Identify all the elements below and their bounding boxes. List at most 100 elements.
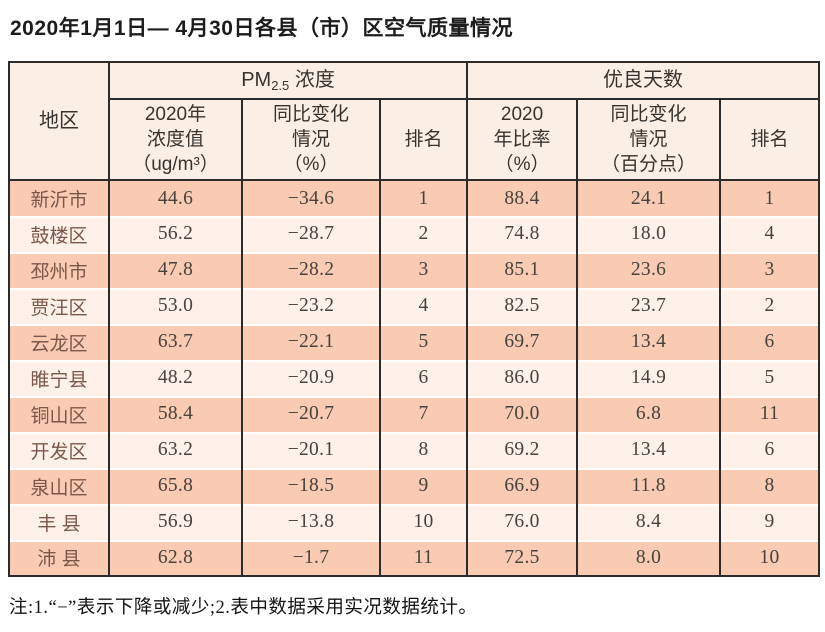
pm25-suffix: 浓度 bbox=[289, 68, 335, 91]
column-header-ratio-change: 同比变化 情况 （百分点） bbox=[576, 99, 722, 181]
region-cell: 铜山区 bbox=[8, 396, 110, 432]
ratio-rank-cell: 3 bbox=[719, 252, 821, 288]
header-sub-row: 2020年 浓度值 （ug/m³） 同比变化 情况 （%） 排名 2020 年比… bbox=[9, 99, 821, 181]
column-header-pm-change: 同比变化 情况 （%） bbox=[241, 99, 381, 181]
column-header-pm-rank: 排名 bbox=[378, 99, 469, 181]
table-footnote: 注:1.“−”表示下降或减少;2.表中数据采用实况数据统计。 bbox=[9, 598, 478, 618]
pm-rank-cell: 11 bbox=[378, 540, 469, 576]
table-row: 开发区 63.2 −20.1 8 69.2 13.4 6 bbox=[8, 432, 821, 468]
ratio-change-cell: 13.4 bbox=[576, 432, 722, 468]
pm-value-cell: 47.8 bbox=[108, 252, 243, 288]
region-cell: 邳州市 bbox=[8, 252, 110, 288]
pm-rank-cell: 2 bbox=[378, 216, 469, 252]
ratio-cell: 86.0 bbox=[466, 360, 579, 396]
ratio-rank-cell: 4 bbox=[719, 216, 821, 252]
region-cell: 开发区 bbox=[8, 432, 110, 468]
pm25-subscript: 2.5 bbox=[271, 77, 290, 93]
ratio-cell: 66.9 bbox=[466, 468, 579, 504]
pm-rank-cell: 8 bbox=[378, 432, 469, 468]
ratio-change-cell: 13.4 bbox=[576, 324, 722, 360]
air-quality-table: 地区 PM2.5 浓度 优良天数 2020年 浓度值 （ug/m³） 同比变化 … bbox=[8, 61, 821, 577]
ratio-cell: 70.0 bbox=[466, 396, 579, 432]
ratio-change-cell: 23.7 bbox=[576, 288, 722, 324]
pm-value-cell: 56.9 bbox=[108, 504, 243, 540]
table-row: 睢宁县 48.2 −20.9 6 86.0 14.9 5 bbox=[8, 360, 821, 396]
column-group-pm25: PM2.5 浓度 bbox=[107, 62, 469, 100]
pm-rank-cell: 1 bbox=[378, 180, 469, 216]
column-header-pm-value: 2020年 浓度值 （ug/m³） bbox=[108, 99, 243, 181]
table-row: 贾汪区 53.0 −23.2 4 82.5 23.7 2 bbox=[8, 288, 821, 324]
ratio-rank-cell: 9 bbox=[719, 504, 821, 540]
page-title: 2020年1月1日— 4月30日各县（市）区空气质量情况 bbox=[10, 17, 513, 40]
region-cell: 丰 县 bbox=[8, 504, 110, 540]
ratio-change-cell: 14.9 bbox=[576, 360, 722, 396]
pm-value-cell: 58.4 bbox=[108, 396, 243, 432]
pm-rank-cell: 4 bbox=[378, 288, 469, 324]
pm-rank-cell: 5 bbox=[378, 324, 469, 360]
ratio-change-cell: 23.6 bbox=[576, 252, 722, 288]
ratio-cell: 69.2 bbox=[466, 432, 579, 468]
pm-rank-cell: 6 bbox=[378, 360, 469, 396]
ratio-rank-cell: 2 bbox=[719, 288, 821, 324]
table-row: 泉山区 65.8 −18.5 9 66.9 11.8 8 bbox=[8, 468, 821, 504]
region-cell: 睢宁县 bbox=[8, 360, 110, 396]
region-cell: 沛 县 bbox=[8, 540, 110, 576]
ratio-rank-cell: 11 bbox=[719, 396, 821, 432]
ratio-cell: 74.8 bbox=[466, 216, 579, 252]
pm-value-cell: 62.8 bbox=[108, 540, 243, 576]
pm-rank-cell: 10 bbox=[378, 504, 469, 540]
pm-change-cell: −18.5 bbox=[241, 468, 381, 504]
pm-change-cell: −1.7 bbox=[241, 540, 381, 576]
ratio-rank-cell: 6 bbox=[719, 324, 821, 360]
region-cell: 云龙区 bbox=[8, 324, 110, 360]
ratio-cell: 76.0 bbox=[466, 504, 579, 540]
pm-rank-cell: 7 bbox=[378, 396, 469, 432]
pm25-prefix: PM bbox=[241, 68, 272, 91]
pm-change-cell: −23.2 bbox=[241, 288, 381, 324]
pm-change-cell: −13.8 bbox=[241, 504, 381, 540]
ratio-change-cell: 24.1 bbox=[576, 180, 722, 216]
pm-change-cell: −20.9 bbox=[241, 360, 381, 396]
pm-change-cell: −22.1 bbox=[241, 324, 381, 360]
pm-change-cell: −20.1 bbox=[241, 432, 381, 468]
ratio-change-cell: 8.4 bbox=[576, 504, 722, 540]
region-cell: 鼓楼区 bbox=[8, 216, 110, 252]
table-row: 云龙区 63.7 −22.1 5 69.7 13.4 6 bbox=[8, 324, 821, 360]
ratio-cell: 72.5 bbox=[466, 540, 579, 576]
pm-value-cell: 63.2 bbox=[108, 432, 243, 468]
ratio-change-cell: 11.8 bbox=[576, 468, 722, 504]
column-header-region: 地区 bbox=[8, 62, 110, 181]
column-header-ratio: 2020 年比率 （%） bbox=[466, 99, 579, 181]
ratio-cell: 85.1 bbox=[466, 252, 579, 288]
pm-value-cell: 65.8 bbox=[108, 468, 243, 504]
pm-rank-cell: 3 bbox=[378, 252, 469, 288]
region-cell: 贾汪区 bbox=[8, 288, 110, 324]
table-row: 铜山区 58.4 −20.7 7 70.0 6.8 11 bbox=[8, 396, 821, 432]
pm-change-cell: −20.7 bbox=[241, 396, 381, 432]
ratio-cell: 82.5 bbox=[466, 288, 579, 324]
pm-change-cell: −28.7 bbox=[241, 216, 381, 252]
region-cell: 新沂市 bbox=[8, 180, 110, 216]
ratio-rank-cell: 5 bbox=[719, 360, 821, 396]
column-group-good-days: 优良天数 bbox=[466, 62, 821, 100]
pm-value-cell: 44.6 bbox=[108, 180, 243, 216]
ratio-rank-cell: 10 bbox=[719, 540, 821, 576]
table-row: 丰 县 56.9 −13.8 10 76.0 8.4 9 bbox=[8, 504, 821, 540]
region-cell: 泉山区 bbox=[8, 468, 110, 504]
pm-value-cell: 56.2 bbox=[108, 216, 243, 252]
pm-change-cell: −28.2 bbox=[241, 252, 381, 288]
pm-change-cell: −34.6 bbox=[241, 180, 381, 216]
pm-value-cell: 48.2 bbox=[108, 360, 243, 396]
pm-value-cell: 63.7 bbox=[108, 324, 243, 360]
table-row: 新沂市 44.6 −34.6 1 88.4 24.1 1 bbox=[8, 180, 821, 216]
ratio-cell: 69.7 bbox=[466, 324, 579, 360]
table-row: 邳州市 47.8 −28.2 3 85.1 23.6 3 bbox=[8, 252, 821, 288]
ratio-rank-cell: 6 bbox=[719, 432, 821, 468]
table-row: 沛 县 62.8 −1.7 11 72.5 8.0 10 bbox=[8, 540, 821, 576]
ratio-cell: 88.4 bbox=[466, 180, 579, 216]
header-group-row: 地区 PM2.5 浓度 优良天数 bbox=[8, 62, 821, 181]
ratio-change-cell: 18.0 bbox=[576, 216, 722, 252]
ratio-change-cell: 8.0 bbox=[576, 540, 722, 576]
ratio-change-cell: 6.8 bbox=[576, 396, 722, 432]
ratio-rank-cell: 8 bbox=[719, 468, 821, 504]
